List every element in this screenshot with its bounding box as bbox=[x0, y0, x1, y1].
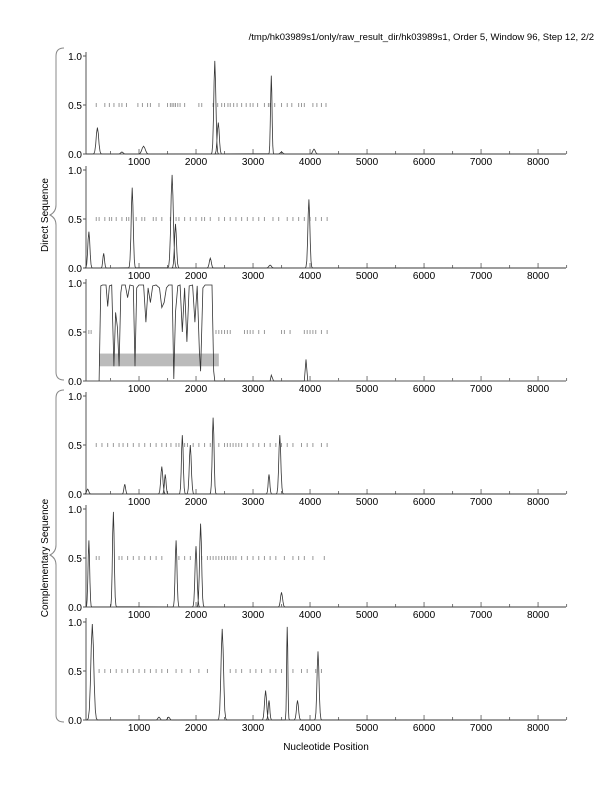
x-tick-label: 8000 bbox=[527, 384, 550, 395]
x-tick-label: 2000 bbox=[185, 610, 208, 621]
x-tick-label: 3000 bbox=[242, 610, 265, 621]
x-tick-label: 3000 bbox=[242, 157, 265, 168]
x-tick-label: 6000 bbox=[413, 723, 436, 734]
y-tick-label: 0.0 bbox=[68, 264, 82, 275]
x-tick-label: 5000 bbox=[356, 497, 379, 508]
direct-group-brace bbox=[48, 47, 65, 381]
direct-group-label: Direct Sequence bbox=[40, 178, 51, 252]
x-tick-label: 4000 bbox=[299, 610, 322, 621]
x-tick-label: 5000 bbox=[356, 271, 379, 282]
x-tick-label: 5000 bbox=[356, 723, 379, 734]
series-line bbox=[84, 417, 567, 495]
series-line bbox=[84, 174, 567, 269]
x-tick-label: 4000 bbox=[299, 723, 322, 734]
x-tick-label: 1000 bbox=[128, 271, 151, 282]
y-tick-label: 0.5 bbox=[68, 328, 82, 339]
panel-3: 0.0 0.5 1.0 1000 2000 3000 4000 5000 6000 7000 800… bbox=[68, 279, 568, 395]
x-tick-label: 8000 bbox=[527, 723, 550, 734]
y-tick-label: 0.5 bbox=[68, 554, 82, 565]
y-tick-label: 0.5 bbox=[68, 667, 82, 678]
highlight-band bbox=[99, 353, 219, 367]
panel-1: 0.0 0.5 1.0 1000 2000 3000 4000 5000 6000 7000 800… bbox=[68, 52, 568, 168]
x-tick-label: 6000 bbox=[413, 157, 436, 168]
x-tick-label: 5000 bbox=[356, 157, 379, 168]
x-tick-label: 6000 bbox=[413, 271, 436, 282]
y-tick-label: 1.0 bbox=[68, 505, 82, 516]
x-tick-label: 3000 bbox=[242, 384, 265, 395]
complementary-group-brace bbox=[48, 389, 65, 723]
x-tick-label: 8000 bbox=[527, 610, 550, 621]
chart-title: /tmp/hk03989s1/only/raw_result_dir/hk039… bbox=[249, 32, 594, 43]
y-tick-label: 1.0 bbox=[68, 279, 82, 290]
y-tick-label: 1.0 bbox=[68, 52, 82, 63]
y-tick-label: 0.0 bbox=[68, 716, 82, 727]
x-tick-label: 4000 bbox=[299, 384, 322, 395]
panel-2: 0.0 0.5 1.0 1000 2000 3000 4000 5000 6000 7000 800… bbox=[68, 166, 568, 282]
x-tick-label: 1000 bbox=[128, 497, 151, 508]
x-tick-label: 2000 bbox=[185, 271, 208, 282]
series-line bbox=[85, 623, 567, 721]
x-tick-label: 7000 bbox=[470, 157, 493, 168]
y-tick-label: 0.0 bbox=[68, 603, 82, 614]
complementary-group-label: Complementary Sequence bbox=[40, 498, 51, 617]
panel-5: 0.0 0.5 1.0 1000 2000 3000 4000 5000 6000 7000 800… bbox=[68, 505, 568, 621]
x-tick-label: 6000 bbox=[413, 610, 436, 621]
x-axis-label: Nucleotide Position bbox=[283, 742, 369, 753]
x-tick-label: 7000 bbox=[470, 497, 493, 508]
x-tick-label: 1000 bbox=[128, 384, 151, 395]
series-line bbox=[85, 60, 566, 155]
x-tick-label: 8000 bbox=[527, 271, 550, 282]
y-tick-label: 1.0 bbox=[68, 618, 82, 629]
x-tick-label: 7000 bbox=[470, 271, 493, 282]
y-tick-label: 0.5 bbox=[68, 101, 82, 112]
panels: 0.0 0.5 1.0 1000 2000 3000 4000 5000 6000 7000 800… bbox=[68, 52, 568, 734]
x-tick-label: 1000 bbox=[128, 610, 151, 621]
x-tick-label: 2000 bbox=[185, 497, 208, 508]
x-tick-label: 1000 bbox=[128, 723, 151, 734]
y-tick-label: 1.0 bbox=[68, 166, 82, 177]
panel-6: 0.0 0.5 1.0 1000 2000 3000 4000 5000 6000 7000 800… bbox=[68, 618, 568, 734]
x-tick-label: 4000 bbox=[299, 497, 322, 508]
x-tick-label: 3000 bbox=[242, 723, 265, 734]
x-tick-label: 4000 bbox=[299, 157, 322, 168]
series-line bbox=[98, 284, 309, 382]
y-tick-label: 0.0 bbox=[68, 377, 82, 388]
x-tick-label: 8000 bbox=[527, 157, 550, 168]
x-tick-label: 7000 bbox=[470, 384, 493, 395]
x-tick-label: 6000 bbox=[413, 497, 436, 508]
x-tick-label: 1000 bbox=[128, 157, 151, 168]
x-tick-label: 4000 bbox=[299, 271, 322, 282]
x-tick-label: 5000 bbox=[356, 384, 379, 395]
panel-4: 0.0 0.5 1.0 1000 2000 3000 4000 5000 6000 7000 800… bbox=[68, 392, 568, 508]
x-tick-label: 2000 bbox=[185, 723, 208, 734]
x-tick-label: 3000 bbox=[242, 271, 265, 282]
x-tick-label: 2000 bbox=[185, 157, 208, 168]
y-tick-label: 0.0 bbox=[68, 490, 82, 501]
series-line bbox=[85, 511, 566, 608]
x-tick-label: 2000 bbox=[185, 384, 208, 395]
x-tick-label: 3000 bbox=[242, 497, 265, 508]
x-tick-label: 5000 bbox=[356, 610, 379, 621]
y-tick-label: 0.5 bbox=[68, 441, 82, 452]
y-tick-label: 1.0 bbox=[68, 392, 82, 403]
y-tick-label: 0.0 bbox=[68, 150, 82, 161]
x-tick-label: 8000 bbox=[527, 497, 550, 508]
x-tick-label: 7000 bbox=[470, 723, 493, 734]
x-tick-label: 7000 bbox=[470, 610, 493, 621]
x-tick-label: 6000 bbox=[413, 384, 436, 395]
y-tick-label: 0.5 bbox=[68, 215, 82, 226]
